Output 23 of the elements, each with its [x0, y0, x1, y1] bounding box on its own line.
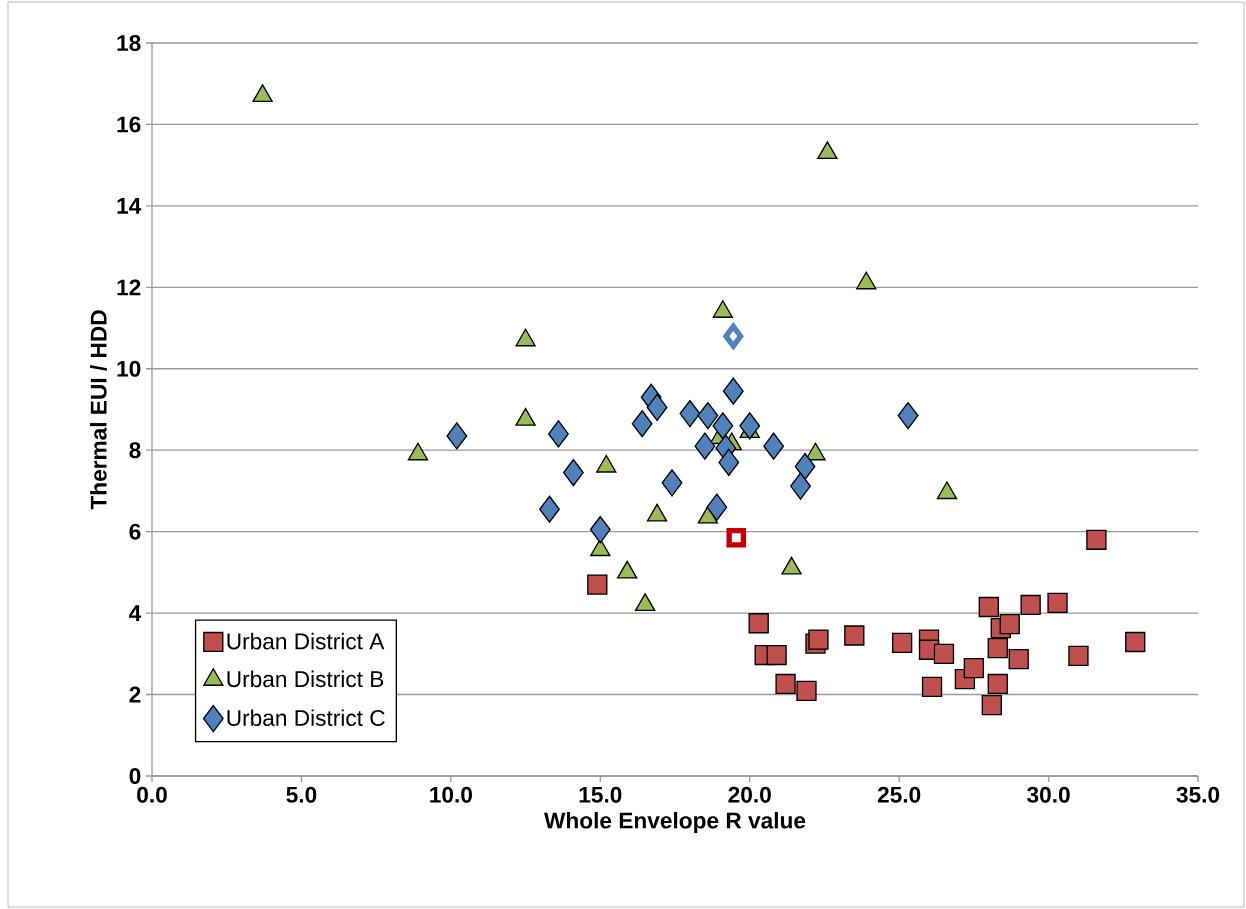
legend-label: Urban District C — [227, 709, 385, 727]
y-tick-label: 16 — [117, 116, 141, 133]
y-tick-label: 0 — [129, 767, 141, 785]
legend-label: Urban District B — [227, 670, 384, 688]
x-tick-label: 20.0 — [728, 786, 771, 803]
x-tick-label: 5.0 — [286, 786, 317, 803]
y-tick-label: 6 — [129, 523, 141, 540]
y-tick-label: 12 — [117, 279, 141, 296]
y-tick-label: 14 — [117, 198, 142, 214]
x-tick-label: 30.0 — [1027, 786, 1070, 803]
y-tick-label: 4 — [129, 605, 142, 621]
x-tick-label: 10.0 — [430, 786, 472, 803]
x-tick-label: 35.0 — [1176, 786, 1220, 803]
x-tick-label: 0.0 — [137, 786, 167, 803]
x-tick-label: 25.0 — [877, 786, 921, 803]
y-tick-label: 18 — [117, 34, 141, 52]
y-axis-title: Thermal EUI / HDD — [90, 310, 107, 510]
x-tick-label: 15.0 — [579, 786, 622, 803]
y-tick-label: 8 — [129, 442, 141, 459]
y-tick-label: 2 — [129, 686, 141, 703]
y-tick-label: 10 — [117, 360, 141, 377]
x-axis-title: Whole Envelope R value — [544, 811, 806, 834]
legend-label: Urban District A — [227, 632, 385, 650]
